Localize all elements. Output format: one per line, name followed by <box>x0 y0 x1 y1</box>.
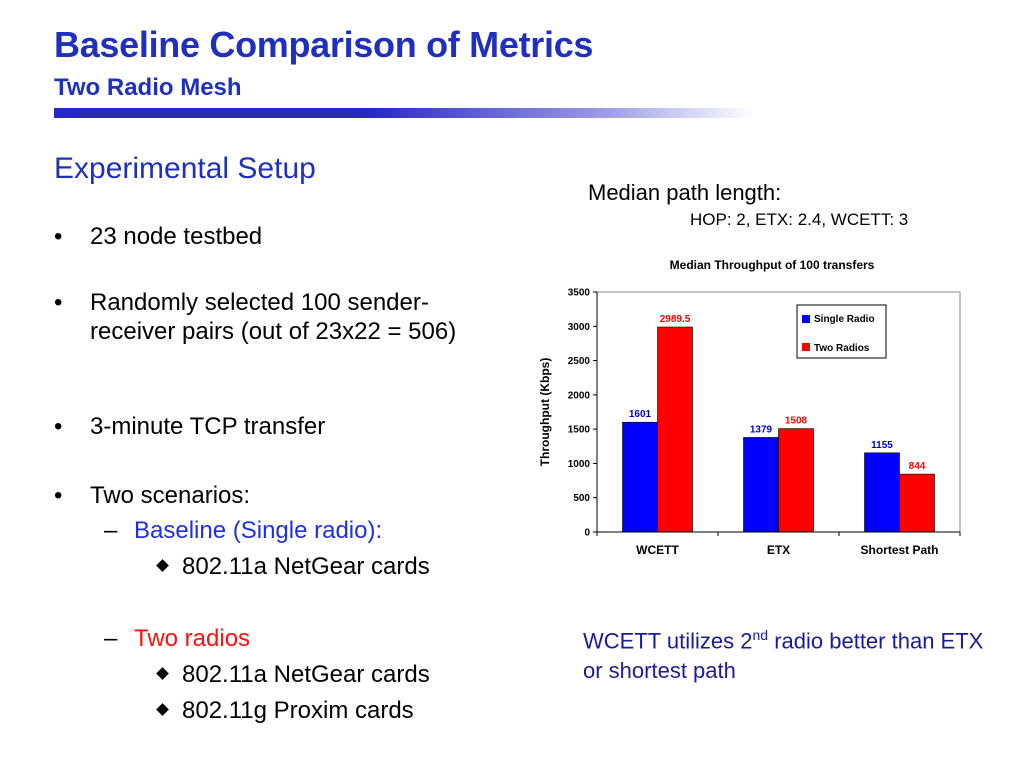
section-heading: Experimental Setup <box>54 152 316 185</box>
y-tick-label: 1500 <box>568 425 591 436</box>
bullet-text: 3-minute TCP transfer <box>90 413 326 440</box>
data-label: 844 <box>909 461 926 472</box>
bullet-marker: • <box>54 413 63 440</box>
chart-title: Median Throughput of 100 transfers <box>670 258 875 272</box>
slide-title: Baseline Comparison of Metrics <box>54 24 594 65</box>
dash-marker: – <box>104 625 118 652</box>
chart-legend: Single Radio Two Radios <box>796 304 887 359</box>
y-axis: 0 500 1000 1500 2000 2500 3000 3500 <box>568 288 597 539</box>
bullet-marker: • <box>54 223 63 250</box>
diamond-bullet-icon <box>156 667 169 680</box>
bar-two-radios <box>899 473 935 533</box>
x-category-label: ETX <box>767 543 790 557</box>
y-tick-label: 0 <box>584 528 590 539</box>
diamond-bullet-icon <box>156 559 169 572</box>
y-tick-label: 2000 <box>568 390 591 401</box>
data-label: 1601 <box>629 409 652 420</box>
bar-two-radios <box>657 326 693 533</box>
scenario-label-two-radios: Two radios <box>134 625 251 652</box>
bullet-text: 23 node testbed <box>90 223 263 250</box>
y-tick-label: 3500 <box>568 288 591 299</box>
conclusion-text-start: WCETT utilizes 2 <box>583 628 753 654</box>
bullet-marker: • <box>54 482 63 509</box>
data-label: 2989.5 <box>660 314 691 325</box>
bar-single-radio <box>864 452 900 533</box>
legend-label-single-radio: Single Radio <box>814 314 875 325</box>
throughput-bar-chart: Median Throughput of 100 transfers Throu… <box>538 258 961 557</box>
bar-single-radio <box>622 421 658 533</box>
scenario-label-baseline: Baseline (Single radio): <box>134 517 383 544</box>
y-tick-label: 500 <box>573 493 590 504</box>
x-category-label: Shortest Path <box>860 543 938 557</box>
bullet-text: Randomly selected 100 sender-receiver pa… <box>90 289 457 345</box>
median-path-length-label: Median path length: <box>588 180 782 205</box>
legend-swatch-two-radios <box>802 343 810 351</box>
y-tick-label: 2500 <box>568 356 591 367</box>
legend-box <box>796 304 887 359</box>
conclusion-text-end: radio better than ETX or shortest path <box>583 628 984 684</box>
data-label: 1155 <box>871 440 893 451</box>
conclusion-text: WCETT utilizes 2nd radio better than ETX… <box>583 620 1003 686</box>
card-text: 802.11a NetGear cards <box>182 553 430 580</box>
conclusion-superscript: nd <box>752 627 769 643</box>
card-text: 802.11g Proxim cards <box>182 697 414 724</box>
data-label: 1379 <box>750 424 773 435</box>
bullet-marker: • <box>54 289 63 316</box>
x-axis: WCETT ETX Shortest Path <box>596 292 961 557</box>
median-path-length-values: HOP: 2, ETX: 2.4, WCETT: 3 <box>690 210 909 229</box>
y-axis-label: Throughput (Kbps) <box>538 358 552 467</box>
dash-marker: – <box>104 517 118 544</box>
y-tick-label: 3000 <box>568 322 591 333</box>
legend-swatch-single-radio <box>802 315 810 323</box>
title-underline-bar <box>54 108 754 118</box>
bar-two-radios <box>778 428 814 533</box>
bullet-text: Two scenarios: <box>90 482 251 509</box>
diamond-bullet-icon <box>156 703 169 716</box>
x-category-label: WCETT <box>636 543 679 557</box>
slide-subtitle: Two Radio Mesh <box>54 74 242 101</box>
legend-label-two-radios: Two Radios <box>814 343 870 354</box>
card-text: 802.11a NetGear cards <box>182 661 430 688</box>
y-tick-label: 1000 <box>568 459 591 470</box>
bar-single-radio <box>743 437 779 533</box>
data-label: 1508 <box>785 416 808 427</box>
